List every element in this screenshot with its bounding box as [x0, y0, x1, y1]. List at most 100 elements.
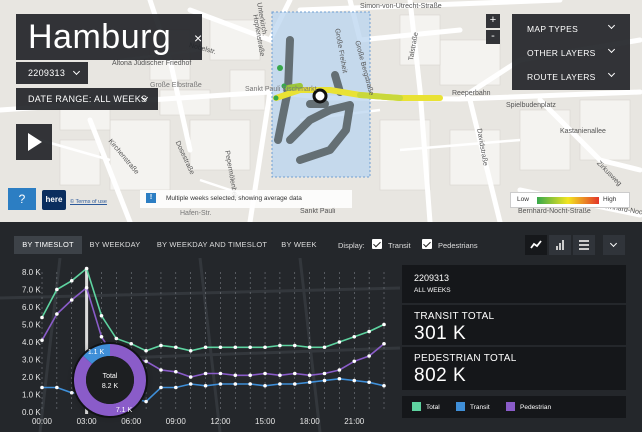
bar-chart-view-button[interactable]: [549, 235, 571, 255]
data-point-pedestrian[interactable]: [352, 359, 357, 364]
data-point-transit[interactable]: [233, 382, 238, 386]
data-point-transit[interactable]: [263, 383, 267, 388]
data-point-transit[interactable]: [382, 383, 386, 388]
legend-swatch-total: [412, 402, 421, 411]
play-button[interactable]: [16, 124, 52, 160]
data-point-total[interactable]: [307, 345, 312, 350]
street-label: Sankt Pauli: [300, 208, 336, 215]
data-point-transit[interactable]: [367, 380, 371, 385]
transit-checkbox[interactable]: [372, 239, 382, 249]
scale-high-label: High: [603, 196, 617, 203]
x-tick-label: 06:00: [121, 417, 142, 426]
help-button[interactable]: ?: [8, 188, 36, 210]
route-layers-button[interactable]: ROUTE LAYERS: [512, 64, 630, 88]
data-point-total[interactable]: [55, 287, 59, 292]
data-point-pedestrian[interactable]: [218, 371, 223, 376]
zoom-in-button[interactable]: +: [486, 14, 500, 28]
date-range-select[interactable]: DATE RANGE: ALL WEEKS: [16, 88, 158, 110]
data-point-total[interactable]: [84, 266, 89, 271]
zoom-controls: + -: [486, 14, 500, 44]
data-point-pedestrian[interactable]: [55, 312, 59, 316]
data-point-total[interactable]: [69, 278, 74, 283]
data-point-pedestrian[interactable]: [322, 371, 327, 376]
data-point-total[interactable]: [40, 315, 44, 320]
data-point-pedestrian[interactable]: [382, 341, 386, 346]
data-point-transit[interactable]: [188, 382, 193, 386]
data-point-total[interactable]: [263, 345, 267, 350]
data-point-pedestrian[interactable]: [84, 285, 89, 290]
transit-total-label: TRANSIT TOTAL: [414, 311, 495, 322]
series-line-total: [41, 267, 385, 352]
data-point-transit[interactable]: [322, 378, 327, 383]
data-point-transit[interactable]: [337, 376, 342, 381]
data-point-total[interactable]: [203, 345, 208, 350]
bar-chart-icon: [556, 240, 564, 250]
data-point-pedestrian[interactable]: [69, 298, 74, 302]
data-point-transit[interactable]: [40, 385, 44, 390]
data-point-total[interactable]: [159, 343, 163, 348]
location-id-select[interactable]: 2209313: [16, 62, 88, 84]
legend-label-transit: Transit: [470, 404, 490, 411]
street-label: Sankt Pauli Fischmarkt: [245, 86, 317, 93]
data-point-pedestrian[interactable]: [188, 375, 193, 379]
data-point-total[interactable]: [352, 334, 357, 339]
chevron-down-icon: [607, 45, 616, 54]
data-point-pedestrian[interactable]: [174, 369, 178, 374]
other-layers-button[interactable]: OTHER LAYERS: [512, 40, 630, 64]
data-point-pedestrian[interactable]: [278, 373, 282, 378]
x-tick-label: 00:00: [32, 417, 53, 426]
table-view-button[interactable]: [573, 235, 595, 255]
map-types-button[interactable]: MAP TYPES: [512, 16, 630, 40]
line-chart-view-button[interactable]: [525, 235, 547, 255]
data-point-total[interactable]: [174, 345, 178, 350]
data-point-pedestrian[interactable]: [292, 371, 297, 376]
data-point-transit[interactable]: [174, 385, 178, 390]
data-point-transit[interactable]: [292, 382, 297, 386]
data-point-total[interactable]: [188, 348, 193, 353]
data-point-pedestrian[interactable]: [307, 373, 312, 378]
data-point-total[interactable]: [248, 345, 252, 350]
data-point-transit[interactable]: [218, 382, 223, 386]
x-tick-label: 21:00: [344, 417, 365, 426]
data-point-transit[interactable]: [278, 382, 282, 386]
data-point-pedestrian[interactable]: [248, 373, 252, 378]
pedestrians-checkbox[interactable]: [422, 239, 432, 249]
data-point-total[interactable]: [322, 345, 327, 350]
data-point-pedestrian[interactable]: [233, 373, 238, 378]
data-point-transit[interactable]: [352, 378, 357, 383]
donut-hole: [86, 356, 134, 404]
data-point-total[interactable]: [278, 343, 282, 348]
data-point-total[interactable]: [144, 348, 148, 353]
data-point-pedestrian[interactable]: [263, 371, 267, 376]
data-point-total[interactable]: [367, 329, 371, 334]
data-point-total[interactable]: [337, 340, 342, 344]
street-label: Bernhard-Nocht-Straße: [518, 208, 591, 215]
data-point-total[interactable]: [233, 345, 238, 350]
close-icon[interactable]: ×: [194, 30, 203, 46]
collapse-panel-button[interactable]: [603, 235, 625, 255]
data-point-pedestrian[interactable]: [337, 368, 342, 372]
tab-by-weekday-and-timeslot[interactable]: BY WEEKDAY AND TIMESLOT: [156, 240, 268, 249]
data-point-total[interactable]: [292, 343, 297, 348]
zoom-out-button[interactable]: -: [486, 30, 500, 44]
data-point-transit[interactable]: [55, 385, 59, 390]
data-point-transit[interactable]: [248, 382, 252, 386]
tab-by-weekday[interactable]: BY WEEKDAY: [89, 240, 141, 249]
map-view[interactable]: KönigstraßeReeperbahnSimon-von-Utrecht-S…: [0, 0, 642, 222]
data-point-total[interactable]: [382, 322, 386, 327]
terms-of-use-link[interactable]: © Terms of use: [70, 199, 107, 205]
y-tick-label: 0.0 K: [22, 408, 41, 417]
data-point-transit[interactable]: [159, 385, 163, 390]
data-point-pedestrian[interactable]: [203, 371, 208, 376]
data-point-pedestrian[interactable]: [367, 354, 371, 358]
tab-by-timeslot[interactable]: BY TIMESLOT: [14, 236, 82, 254]
data-point-transit[interactable]: [307, 380, 312, 385]
data-point-pedestrian[interactable]: [40, 338, 44, 343]
data-point-pedestrian[interactable]: [159, 368, 163, 372]
timeslot-line-chart[interactable]: 0.0 K 1.0 K 2.0 K 3.0 K 4.0 K 5.0 K 6.0 K 7.0 K…: [0, 258, 400, 432]
data-point-transit[interactable]: [203, 383, 208, 388]
tab-by-week[interactable]: BY WEEK: [281, 240, 317, 249]
data-point-total[interactable]: [99, 313, 104, 318]
data-point-total[interactable]: [218, 345, 223, 350]
